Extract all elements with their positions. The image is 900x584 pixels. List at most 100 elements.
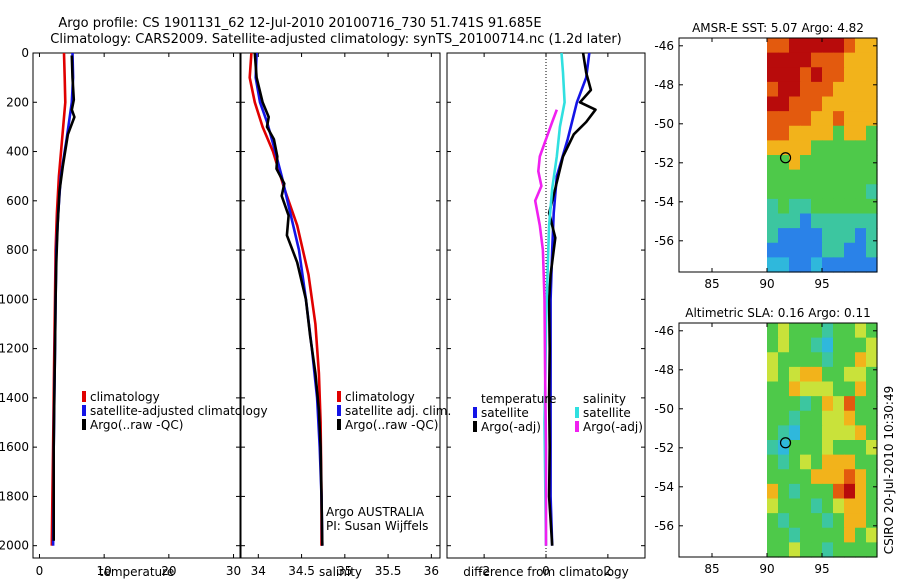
sla_map-cell — [855, 410, 867, 426]
sst_map-cell — [789, 81, 801, 98]
sla_map-cell — [844, 483, 856, 500]
sla_map-cell — [866, 469, 878, 485]
sst_map-cell — [855, 67, 867, 83]
sla_map-cell — [822, 469, 834, 485]
sla_map-cell — [778, 527, 790, 543]
sla_map-cell — [811, 513, 823, 529]
sst_map-cell — [811, 257, 823, 273]
sla_map-cell — [811, 323, 823, 339]
sst_map-cell — [822, 52, 834, 68]
sla_map-cell — [822, 337, 834, 353]
sla_map-cell — [800, 513, 812, 529]
sla_map-cell — [800, 410, 812, 426]
sst_map-title: AMSR-E SST: 5.07 Argo: 4.82 — [692, 21, 864, 35]
sst_map-cell — [767, 140, 779, 156]
sst_map-cell — [844, 169, 856, 185]
sla_map-cell — [844, 410, 856, 426]
sla_map-cell — [767, 381, 779, 397]
diff-legend-swatch — [473, 421, 477, 432]
sla_map-cell — [800, 323, 812, 339]
sst_map-cell — [800, 67, 812, 83]
sla_map-cell — [789, 469, 801, 485]
sla_map-ytick-label: -50 — [654, 402, 674, 416]
sst_map-cell — [866, 140, 878, 156]
sla_map-cell — [833, 454, 845, 470]
sst_map-cell — [778, 228, 790, 244]
sla_map-cell — [833, 366, 845, 383]
sst_map-xtick-label: 85 — [704, 277, 719, 291]
difference-xtick-label: 0 — [542, 564, 550, 578]
difference-xlabel: difference from climatology — [463, 565, 629, 579]
sla_map-cell — [866, 425, 878, 441]
sla_map-cell — [844, 337, 856, 353]
sst_map-cell — [767, 81, 779, 98]
sst_map-ytick-label: -48 — [654, 78, 674, 92]
sla_map-cell — [833, 469, 845, 485]
sst_map-cell — [767, 52, 779, 68]
sla_map-cell — [822, 425, 834, 441]
sst_map-cell — [866, 125, 878, 141]
sst_map-cell — [866, 184, 878, 200]
sst_map-cell — [866, 257, 878, 273]
sla_map-cell — [778, 513, 790, 529]
sla_map-cell — [822, 498, 834, 514]
diff-legend-title: temperature — [481, 392, 556, 406]
temperature-xtick-label: 30 — [226, 564, 241, 578]
sla_map-cell — [833, 440, 845, 456]
temperature-ytick-label: 600 — [6, 194, 29, 208]
sst_map-cell — [833, 125, 845, 141]
diff-legend-swatch — [575, 407, 579, 418]
temperature-panel: 0 10 20 30 0 200 400 600 800 1000 1200 1400 1600 1800… — [0, 46, 268, 579]
salinity-xlabel: salinity — [319, 565, 362, 579]
sst_map-cell — [855, 125, 867, 141]
salinity-xtick-label: 34.5 — [288, 564, 315, 578]
salinity-xtick-label: 34 — [251, 564, 266, 578]
sla_map-xtick-label: 95 — [814, 562, 829, 576]
sst_map-cell — [778, 67, 790, 83]
sla_map-cell — [866, 396, 878, 412]
sla_map-cell — [844, 513, 856, 529]
sst_map-cell — [833, 198, 845, 215]
sla_map-cell — [811, 396, 823, 412]
sst_map-cell — [844, 213, 856, 229]
sla_map-cell — [833, 542, 845, 558]
sla_map-ytick-label: -46 — [654, 324, 674, 338]
sst_map-cell — [855, 198, 867, 215]
sla_map-cell — [866, 513, 878, 529]
sla_map-cell — [778, 396, 790, 412]
sla_map-cell — [789, 542, 801, 558]
sla_map-cell — [767, 542, 779, 558]
sst_map-cell — [789, 111, 801, 127]
sst_map-cell — [789, 125, 801, 141]
diff-legend-swatch — [575, 421, 579, 432]
difference-xtick-label: 2 — [604, 564, 612, 578]
sla_map-cell — [855, 454, 867, 470]
sst_map-cell — [855, 81, 867, 98]
sst_map-cell — [800, 242, 812, 258]
sst_map-cell — [844, 198, 856, 215]
salinity-legend-label: Argo(..raw -QC) — [345, 418, 438, 432]
sst_map-cell — [811, 155, 823, 171]
sst_map-cell — [833, 81, 845, 98]
salinity-legend-label: climatology — [345, 390, 415, 404]
sst_map-cell — [866, 228, 878, 244]
sst_map-cell — [778, 242, 790, 258]
sla_map-cell — [844, 366, 856, 383]
sla_map-cell — [855, 366, 867, 383]
sst_map-cell — [800, 155, 812, 171]
diff-legend-label: Argo(-adj) — [481, 420, 541, 434]
sla_map-cell — [767, 352, 779, 368]
sst_map-cell — [833, 111, 845, 127]
sla_map-cell — [767, 469, 779, 485]
sla_map-cell — [844, 323, 856, 339]
sst_map-cell — [833, 169, 845, 185]
sla_map-xtick-label: 90 — [759, 562, 774, 576]
sst_map-cell — [778, 81, 790, 98]
sla_map-cell — [811, 337, 823, 353]
sst_map-cell — [800, 169, 812, 185]
sla_map-cell — [822, 396, 834, 412]
salinity-series-2 — [253, 52, 324, 546]
sla_map-cell — [866, 381, 878, 397]
sla_map-cell — [844, 527, 856, 543]
